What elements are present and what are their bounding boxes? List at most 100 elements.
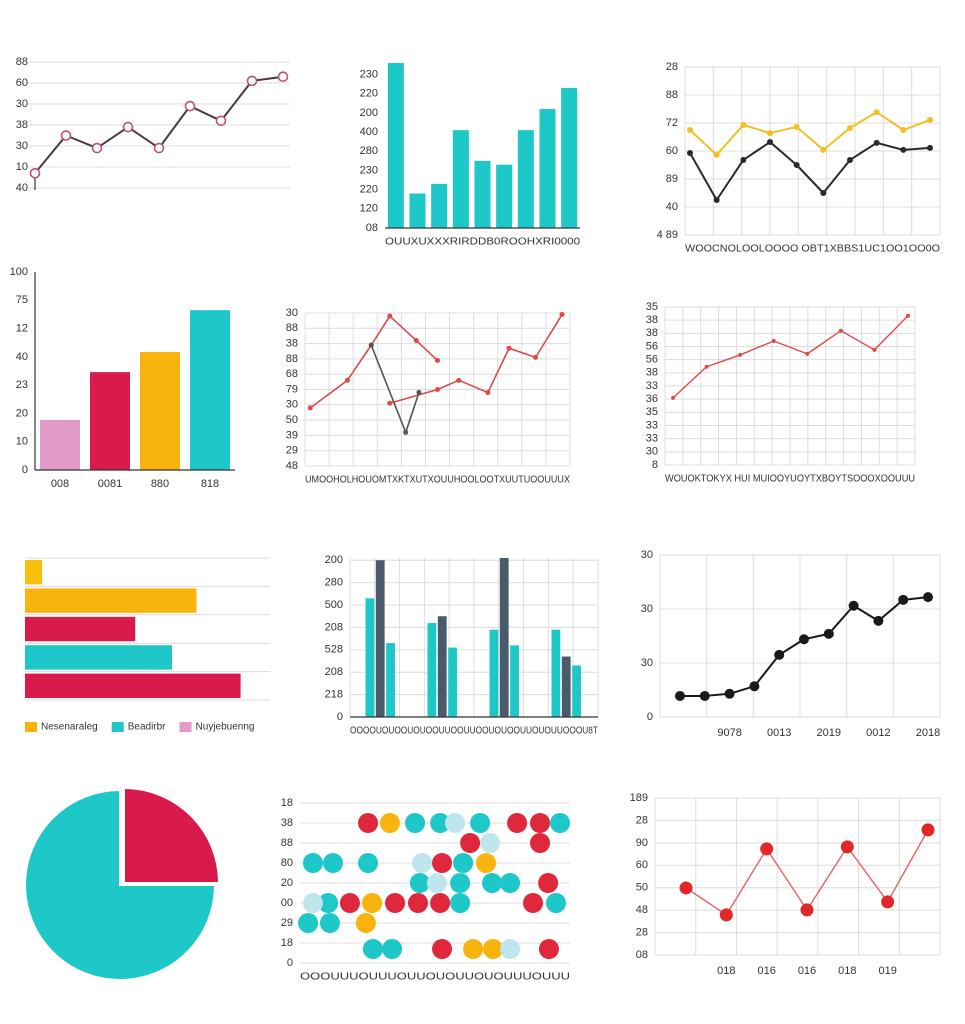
dot	[362, 893, 383, 913]
marker	[900, 146, 907, 153]
dot	[358, 813, 379, 833]
y-tick-label: 36	[646, 393, 658, 405]
y-tick-label: 88	[666, 89, 678, 101]
y-tick-label: 38	[646, 367, 658, 379]
y-tick-label: 38	[646, 327, 658, 339]
marker	[485, 390, 491, 396]
dot	[480, 833, 501, 853]
y-tick-label: 280	[325, 577, 343, 589]
dot	[430, 893, 451, 913]
dot	[481, 873, 502, 893]
x-tick-label: 818	[201, 478, 219, 490]
dot	[538, 873, 559, 893]
y-tick-label: 33	[646, 433, 658, 445]
bar	[431, 183, 448, 228]
y-tick-label: 4 89	[657, 229, 678, 241]
marker	[847, 125, 853, 132]
marker	[184, 100, 196, 112]
y-tick-label: 0	[337, 711, 343, 723]
y-tick-label: 30	[641, 657, 653, 669]
y-tick-label: 30	[16, 140, 28, 152]
marker	[927, 116, 933, 123]
dot	[523, 893, 544, 913]
marker	[760, 842, 774, 856]
y-tick-label: 220	[360, 184, 378, 196]
bar	[452, 130, 469, 228]
dot	[298, 913, 319, 933]
bar	[90, 372, 130, 470]
legend-swatch	[111, 722, 124, 732]
y-tick-label: 90	[636, 837, 648, 849]
x-tick-label: 018	[717, 965, 735, 977]
dot	[409, 873, 430, 893]
x-axis-label: OOOOUOUOOUOUOOUUOOUUOOUOUOOUUOUOUUOOOU8T	[350, 726, 598, 737]
dot	[382, 939, 403, 959]
dot	[430, 813, 451, 833]
x-tick-label: 9078	[717, 727, 741, 739]
dot	[355, 913, 376, 933]
y-tick-label: 88	[16, 56, 28, 68]
dot	[405, 813, 426, 833]
y-tick-label: 88	[286, 353, 298, 365]
dot	[412, 853, 433, 873]
legend-swatch	[179, 722, 192, 732]
marker	[740, 156, 747, 163]
marker	[900, 127, 907, 133]
marker	[559, 312, 565, 318]
y-tick-label: 120	[360, 203, 378, 215]
marker	[771, 338, 776, 343]
y-tick-label: 38	[286, 338, 298, 350]
bar	[40, 419, 80, 470]
marker	[91, 142, 103, 154]
marker	[873, 139, 880, 146]
marker	[774, 649, 785, 660]
marker	[749, 681, 760, 692]
dot	[432, 853, 453, 873]
dot	[319, 913, 340, 933]
bar	[496, 164, 513, 228]
marker	[898, 594, 909, 605]
dot	[432, 939, 453, 959]
marker	[387, 400, 393, 406]
marker	[823, 628, 834, 639]
marker	[713, 197, 720, 203]
y-tick-label: 40	[16, 351, 28, 363]
x-tick-label: 019	[878, 965, 896, 977]
marker	[921, 823, 935, 837]
x-tick-label: 016	[798, 965, 816, 977]
x-tick-label: 016	[757, 965, 775, 977]
marker	[847, 156, 853, 163]
dot	[483, 939, 504, 959]
bar	[427, 622, 437, 717]
y-tick-label: 18	[281, 797, 293, 809]
dot	[444, 813, 465, 833]
marker	[435, 357, 440, 363]
y-tick-label: 30	[286, 307, 298, 319]
marker	[740, 121, 747, 128]
bar	[375, 560, 385, 717]
bar	[387, 63, 404, 228]
marker	[927, 144, 933, 151]
marker	[793, 162, 800, 168]
y-tick-label: 230	[360, 164, 378, 176]
y-tick-label: 20	[16, 407, 28, 419]
y-tick-label: 28	[666, 61, 678, 73]
marker	[838, 328, 843, 333]
line	[309, 315, 439, 409]
marker	[679, 881, 693, 895]
y-tick-label: 0	[287, 957, 293, 969]
y-tick-label: 30	[646, 446, 658, 458]
marker	[344, 377, 350, 383]
marker	[800, 903, 814, 917]
marker	[881, 895, 895, 909]
x-tick-label: 018	[838, 965, 856, 977]
y-tick-label: 30	[286, 399, 298, 411]
y-tick-label: 28	[636, 926, 648, 938]
y-tick-label: 8	[652, 459, 658, 471]
bar	[561, 656, 571, 717]
y-tick-label: 30	[641, 549, 653, 561]
bar	[409, 193, 426, 228]
bar	[474, 160, 491, 228]
marker	[403, 429, 409, 435]
